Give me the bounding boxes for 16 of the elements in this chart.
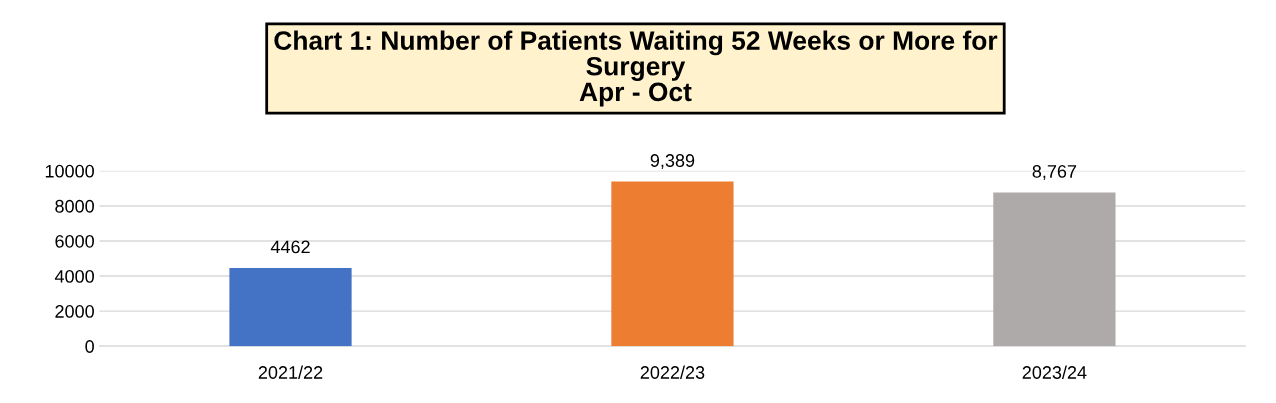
y-tick-label: 2000 [55, 305, 94, 318]
y-tick-label: 10000 [45, 164, 94, 178]
bar [229, 267, 352, 347]
bar [611, 181, 734, 347]
x-tick-label: 2021/22 [258, 365, 323, 379]
y-tick-label: 4000 [54, 269, 94, 283]
y-tick-label: 6000 [55, 234, 94, 248]
y-tick-label: 0 [85, 340, 94, 353]
data-label: 8,767 [1032, 165, 1077, 180]
x-tick-label: 2023/24 [1022, 365, 1087, 379]
y-tick-label: 8000 [55, 199, 94, 213]
chart-title: Chart 1: Number of Patients Waiting 52 Weeks or More for Surgery Apr - Oct [274, 30, 998, 107]
data-label: 9,389 [650, 154, 695, 170]
x-tick-label: 2022/23 [640, 365, 705, 379]
bar [993, 192, 1116, 347]
data-label: 4462 [270, 240, 310, 254]
